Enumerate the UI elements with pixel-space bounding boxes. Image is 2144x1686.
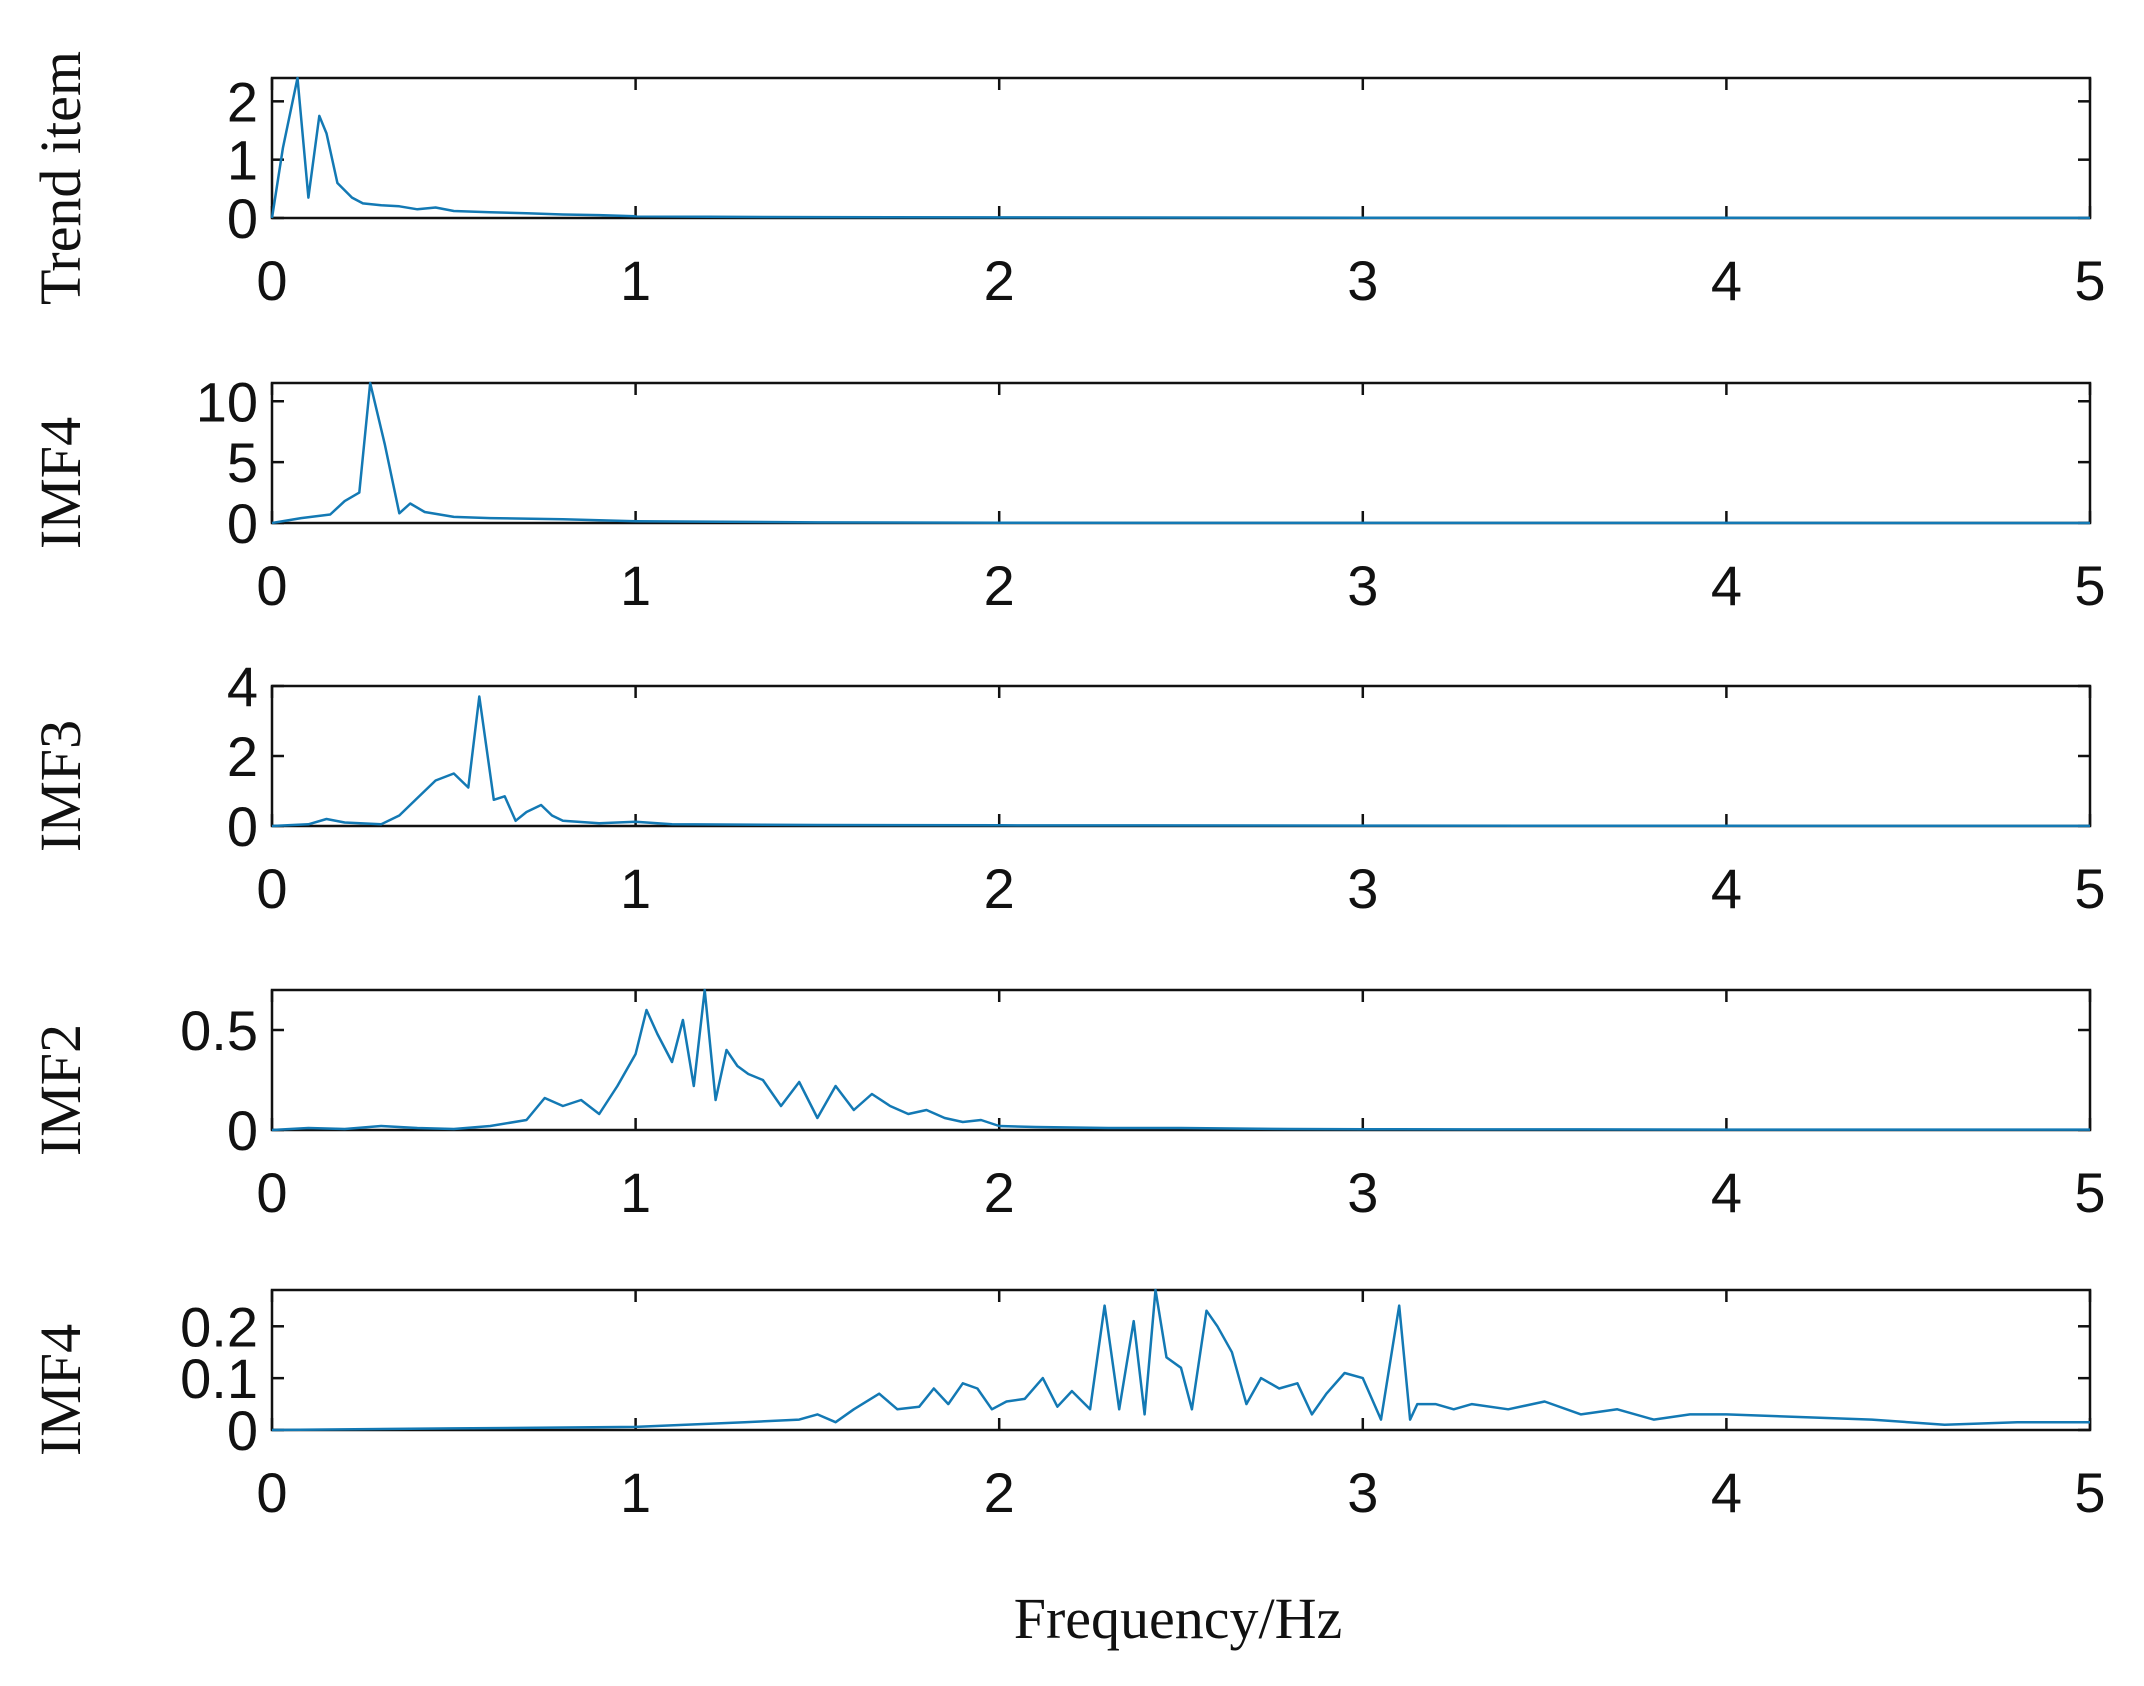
y-tick-label: 0	[227, 1399, 258, 1462]
x-tick-label: 4	[1711, 1461, 1742, 1524]
axes-frame	[270, 76, 2092, 220]
x-tick-label: 2	[984, 857, 1015, 920]
subplot-4: 0 1 2 3 4 5 0 0.5 IMF2	[28, 988, 2106, 1224]
y-tick-label: 0.5	[180, 999, 258, 1062]
axes-frame	[270, 684, 2092, 828]
y-tick-label: 2	[227, 725, 258, 788]
x-tick-label: 0	[256, 249, 287, 312]
x-tick-label: 1	[620, 249, 651, 312]
x-tick-label: 5	[2074, 249, 2105, 312]
y-tick-label: 0.2	[180, 1295, 258, 1358]
x-tick-label: 1	[620, 1161, 651, 1224]
x-tick-label: 3	[1347, 1461, 1378, 1524]
x-tick-label: 4	[1711, 857, 1742, 920]
subplot-3: 0 1 2 3 4 5 0 2 4 IMF3	[28, 655, 2106, 920]
x-tick-label: 5	[2074, 1461, 2105, 1524]
y-axis-title: IMF2	[28, 1024, 93, 1156]
x-tick-label: 3	[1347, 1161, 1378, 1224]
y-tick-label: 2	[227, 70, 258, 133]
series-line	[271, 988, 2090, 1132]
axes-frame	[270, 988, 2092, 1132]
x-tick-label: 0	[256, 857, 287, 920]
x-tick-label: 4	[1711, 249, 1742, 312]
y-tick-label: 0.1	[180, 1347, 258, 1410]
x-tick-label: 0	[256, 1461, 287, 1524]
y-tick-label: 0	[227, 492, 258, 555]
y-tick-label: 5	[227, 431, 258, 494]
x-tick-label: 2	[984, 1461, 1015, 1524]
x-tick-label: 1	[620, 554, 651, 617]
axes-frame	[270, 381, 2092, 525]
y-tick-label: 10	[196, 370, 258, 433]
series-line	[270, 76, 2091, 220]
x-tick-label: 3	[1347, 554, 1378, 617]
x-tick-label: 3	[1347, 249, 1378, 312]
x-tick-label: 5	[2074, 554, 2105, 617]
y-tick-label: 0	[227, 187, 258, 250]
axes-frame	[270, 1288, 2092, 1432]
y-axis-title: Trend item	[28, 51, 93, 305]
x-tick-label: 3	[1347, 857, 1378, 920]
y-tick-label: 4	[227, 655, 258, 718]
x-tick-label: 1	[620, 1461, 651, 1524]
x-tick-label: 0	[256, 1161, 287, 1224]
x-tick-label: 0	[256, 554, 287, 617]
x-tick-label: 5	[2074, 857, 2105, 920]
x-axis-title: Frequency/Hz	[1014, 1586, 1343, 1651]
x-tick-label: 2	[984, 249, 1015, 312]
y-axis-title: IMF4	[28, 417, 93, 549]
series-line	[271, 1288, 2090, 1432]
x-tick-label: 5	[2074, 1161, 2105, 1224]
x-tick-label: 1	[620, 857, 651, 920]
y-axis-title: IMF3	[28, 720, 93, 852]
series-line	[271, 695, 2091, 828]
x-tick-label: 2	[984, 1161, 1015, 1224]
x-tick-label: 4	[1711, 554, 1742, 617]
y-axis-title: IMF4	[28, 1324, 93, 1456]
y-tick-label: 0	[227, 795, 258, 858]
series-line	[271, 381, 2091, 525]
y-tick-label: 1	[227, 129, 258, 192]
x-tick-label: 4	[1711, 1161, 1742, 1224]
y-tick-label: 0	[227, 1099, 258, 1162]
x-tick-label: 2	[984, 554, 1015, 617]
